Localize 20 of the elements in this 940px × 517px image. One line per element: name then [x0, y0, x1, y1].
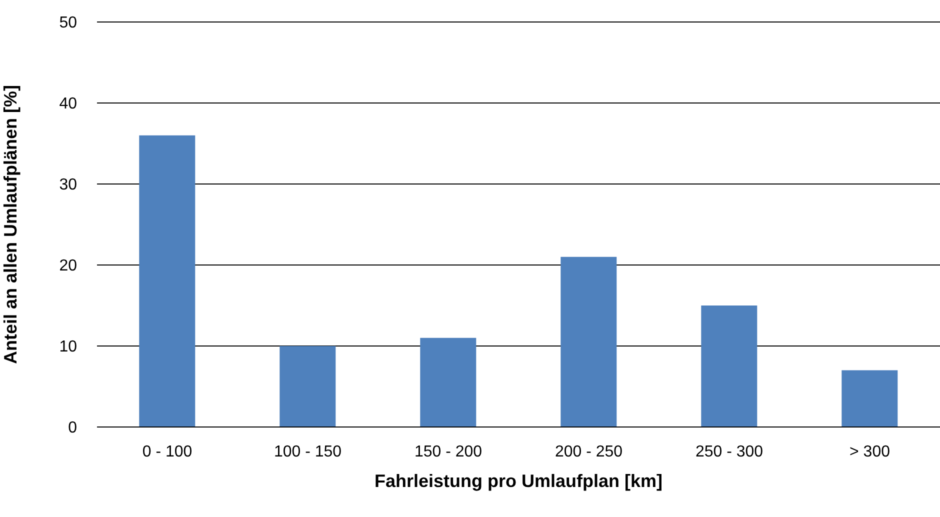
x-tick-label: > 300 [850, 443, 890, 460]
x-tick-label: 150 - 200 [414, 443, 482, 460]
x-tick-label: 250 - 300 [695, 443, 764, 460]
y-tick-label: 10 [59, 338, 78, 356]
bar [560, 256, 617, 427]
y-tick-label: 0 [68, 420, 78, 437]
y-tick-label: 30 [59, 176, 78, 194]
x-tick-label: 100 - 150 [274, 443, 342, 460]
bar [420, 338, 476, 427]
bar [701, 306, 758, 427]
bar [139, 135, 196, 427]
bar [842, 370, 898, 427]
y-axis-title: Anteil an allen Umlaufplänen [%] [0, 84, 20, 364]
x-axis-title: Fahrleistung pro Umlaufplan [km] [374, 471, 663, 491]
bar [280, 346, 336, 427]
x-tick-label: 0 - 100 [142, 443, 192, 460]
y-tick-label: 40 [59, 96, 78, 113]
x-tick-label: 200 - 250 [554, 443, 623, 460]
y-tick-label: 50 [59, 14, 78, 32]
y-tick-label: 20 [59, 258, 78, 275]
